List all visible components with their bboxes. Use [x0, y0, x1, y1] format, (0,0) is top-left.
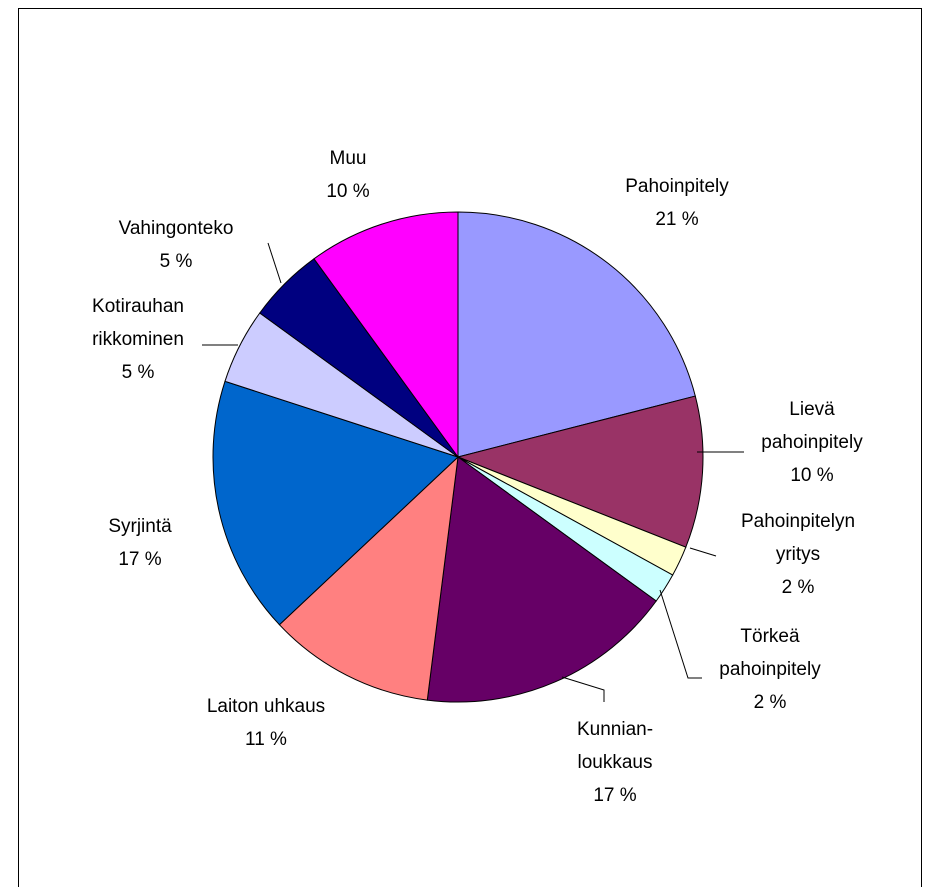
leader-line: [689, 547, 717, 557]
slice-value-label: 5 %: [121, 362, 155, 383]
slice-value-label: 17 %: [593, 785, 637, 806]
slice-label: Kunnian- loukkaus: [576, 719, 654, 773]
pie-slice: [313, 211, 459, 459]
slice-value-label: 10 %: [326, 181, 370, 202]
pie-slice: [426, 456, 657, 703]
slice-label: Syrjintä: [108, 516, 172, 537]
slice-label: Törkeä pahoinpitely: [719, 626, 821, 680]
slice-value-label: 10 %: [790, 465, 834, 486]
pie-slice: [456, 395, 704, 548]
slice-label: Vahingonteko: [118, 218, 234, 239]
leader-line: [267, 242, 282, 284]
pie-slice: [278, 455, 459, 701]
slice-label: Pahoinpitelyn yritys: [740, 511, 856, 565]
slice-value-label: 11 %: [245, 729, 287, 750]
slice-value-label: 21 %: [655, 209, 699, 230]
pie-slice: [212, 380, 459, 626]
slice-label: Kotirauhan rikkominen: [92, 296, 184, 350]
slice-value-label: 2 %: [753, 692, 787, 713]
slice-label: Pahoinpitely: [625, 176, 729, 197]
slice-value-label: 5 %: [159, 251, 193, 272]
leader-line: [561, 676, 605, 702]
slice-label: Muu: [329, 148, 367, 169]
slice-value-label: 17 %: [118, 549, 162, 570]
slice-label: Lievä pahoinpitely: [761, 399, 863, 453]
slice-label: Laiton uhkaus: [206, 696, 326, 717]
slice-value-label: 2 %: [781, 577, 815, 598]
leader-line: [659, 589, 702, 679]
pie-slice: [457, 211, 696, 458]
chart-frame: [18, 8, 922, 887]
